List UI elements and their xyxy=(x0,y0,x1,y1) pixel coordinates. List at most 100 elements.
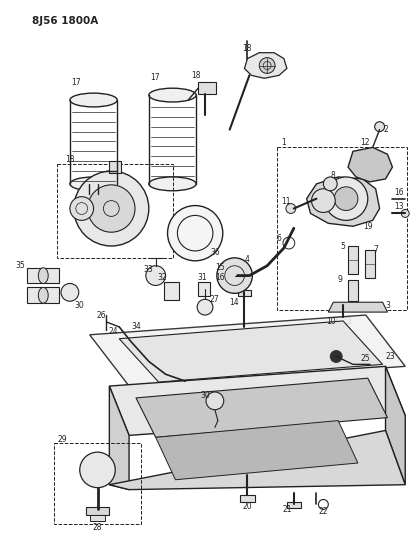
Circle shape xyxy=(74,171,149,246)
Bar xyxy=(109,161,121,173)
Text: 16: 16 xyxy=(215,273,225,282)
Ellipse shape xyxy=(70,93,117,107)
Circle shape xyxy=(323,177,337,191)
Text: 15: 15 xyxy=(215,263,225,272)
Text: 4: 4 xyxy=(245,255,250,264)
Bar xyxy=(237,290,252,296)
Circle shape xyxy=(70,197,94,220)
Ellipse shape xyxy=(149,88,196,102)
Ellipse shape xyxy=(70,177,117,191)
Circle shape xyxy=(146,266,166,286)
Bar xyxy=(28,268,59,284)
Text: 10: 10 xyxy=(326,318,336,326)
Text: 26: 26 xyxy=(97,311,106,320)
Text: 19: 19 xyxy=(363,222,373,231)
Bar xyxy=(85,507,109,515)
Polygon shape xyxy=(306,177,380,227)
Text: 13: 13 xyxy=(394,202,404,211)
Circle shape xyxy=(375,122,385,132)
Bar xyxy=(287,503,301,508)
Text: 30: 30 xyxy=(75,301,85,310)
Ellipse shape xyxy=(38,287,48,303)
Polygon shape xyxy=(136,378,387,438)
Text: 8: 8 xyxy=(331,172,336,181)
Text: 31: 31 xyxy=(197,273,207,282)
Bar xyxy=(164,282,179,300)
Text: 1: 1 xyxy=(282,138,286,147)
Polygon shape xyxy=(90,315,405,386)
Circle shape xyxy=(330,351,342,362)
Bar xyxy=(336,317,350,323)
Text: 36: 36 xyxy=(210,248,220,257)
Text: 33: 33 xyxy=(143,265,153,274)
Circle shape xyxy=(217,258,252,293)
Text: 7: 7 xyxy=(373,246,378,254)
Circle shape xyxy=(88,185,135,232)
Polygon shape xyxy=(109,366,405,435)
Text: 2: 2 xyxy=(383,125,388,134)
Text: 6: 6 xyxy=(277,233,281,243)
Text: 14: 14 xyxy=(229,298,238,306)
Bar xyxy=(198,82,216,94)
Polygon shape xyxy=(109,431,405,490)
Text: 23: 23 xyxy=(386,352,395,361)
Text: 21: 21 xyxy=(282,505,292,514)
Text: 16: 16 xyxy=(394,188,404,197)
Text: 35: 35 xyxy=(16,261,26,270)
Text: 18: 18 xyxy=(191,71,201,80)
Circle shape xyxy=(168,206,223,261)
Text: 34: 34 xyxy=(131,322,141,332)
Bar xyxy=(54,443,141,524)
Text: 28: 28 xyxy=(93,523,102,531)
Bar xyxy=(348,246,358,273)
Polygon shape xyxy=(109,386,129,490)
Ellipse shape xyxy=(89,191,98,197)
Circle shape xyxy=(324,177,368,220)
Text: 18: 18 xyxy=(243,44,252,53)
Circle shape xyxy=(197,299,213,315)
Bar xyxy=(198,282,210,296)
Text: 17: 17 xyxy=(71,78,81,87)
Bar xyxy=(90,515,105,521)
Circle shape xyxy=(286,204,296,213)
Text: 32: 32 xyxy=(158,273,167,282)
Circle shape xyxy=(61,284,79,301)
Circle shape xyxy=(259,58,275,74)
Text: 18: 18 xyxy=(65,155,75,164)
Bar xyxy=(365,250,375,278)
Text: 12: 12 xyxy=(360,138,370,147)
Circle shape xyxy=(206,392,224,410)
Circle shape xyxy=(401,209,409,217)
Polygon shape xyxy=(385,366,405,484)
Text: 20: 20 xyxy=(242,502,252,511)
Text: 29: 29 xyxy=(57,435,67,444)
Text: 5: 5 xyxy=(341,241,346,251)
Polygon shape xyxy=(244,53,287,78)
Bar xyxy=(240,495,255,503)
Circle shape xyxy=(142,338,156,352)
Text: 9: 9 xyxy=(338,275,343,284)
Text: 11: 11 xyxy=(281,197,291,206)
Text: 25: 25 xyxy=(361,354,370,363)
Text: 3: 3 xyxy=(385,301,390,310)
Text: 27: 27 xyxy=(209,295,219,304)
Polygon shape xyxy=(328,302,387,312)
Text: 24: 24 xyxy=(109,327,118,336)
Circle shape xyxy=(80,452,115,488)
Bar xyxy=(348,279,358,301)
Polygon shape xyxy=(156,421,358,480)
Ellipse shape xyxy=(149,177,196,191)
Circle shape xyxy=(311,189,335,213)
Bar xyxy=(277,147,407,310)
Circle shape xyxy=(334,187,358,211)
Text: 22: 22 xyxy=(319,507,328,516)
Polygon shape xyxy=(119,321,382,382)
Bar xyxy=(28,287,59,303)
Text: 17: 17 xyxy=(150,73,159,82)
Text: 8J56 1800A: 8J56 1800A xyxy=(32,16,99,26)
Ellipse shape xyxy=(38,268,48,284)
Polygon shape xyxy=(348,147,392,182)
Text: 30: 30 xyxy=(200,391,210,400)
Bar xyxy=(57,164,173,258)
Circle shape xyxy=(221,269,235,282)
